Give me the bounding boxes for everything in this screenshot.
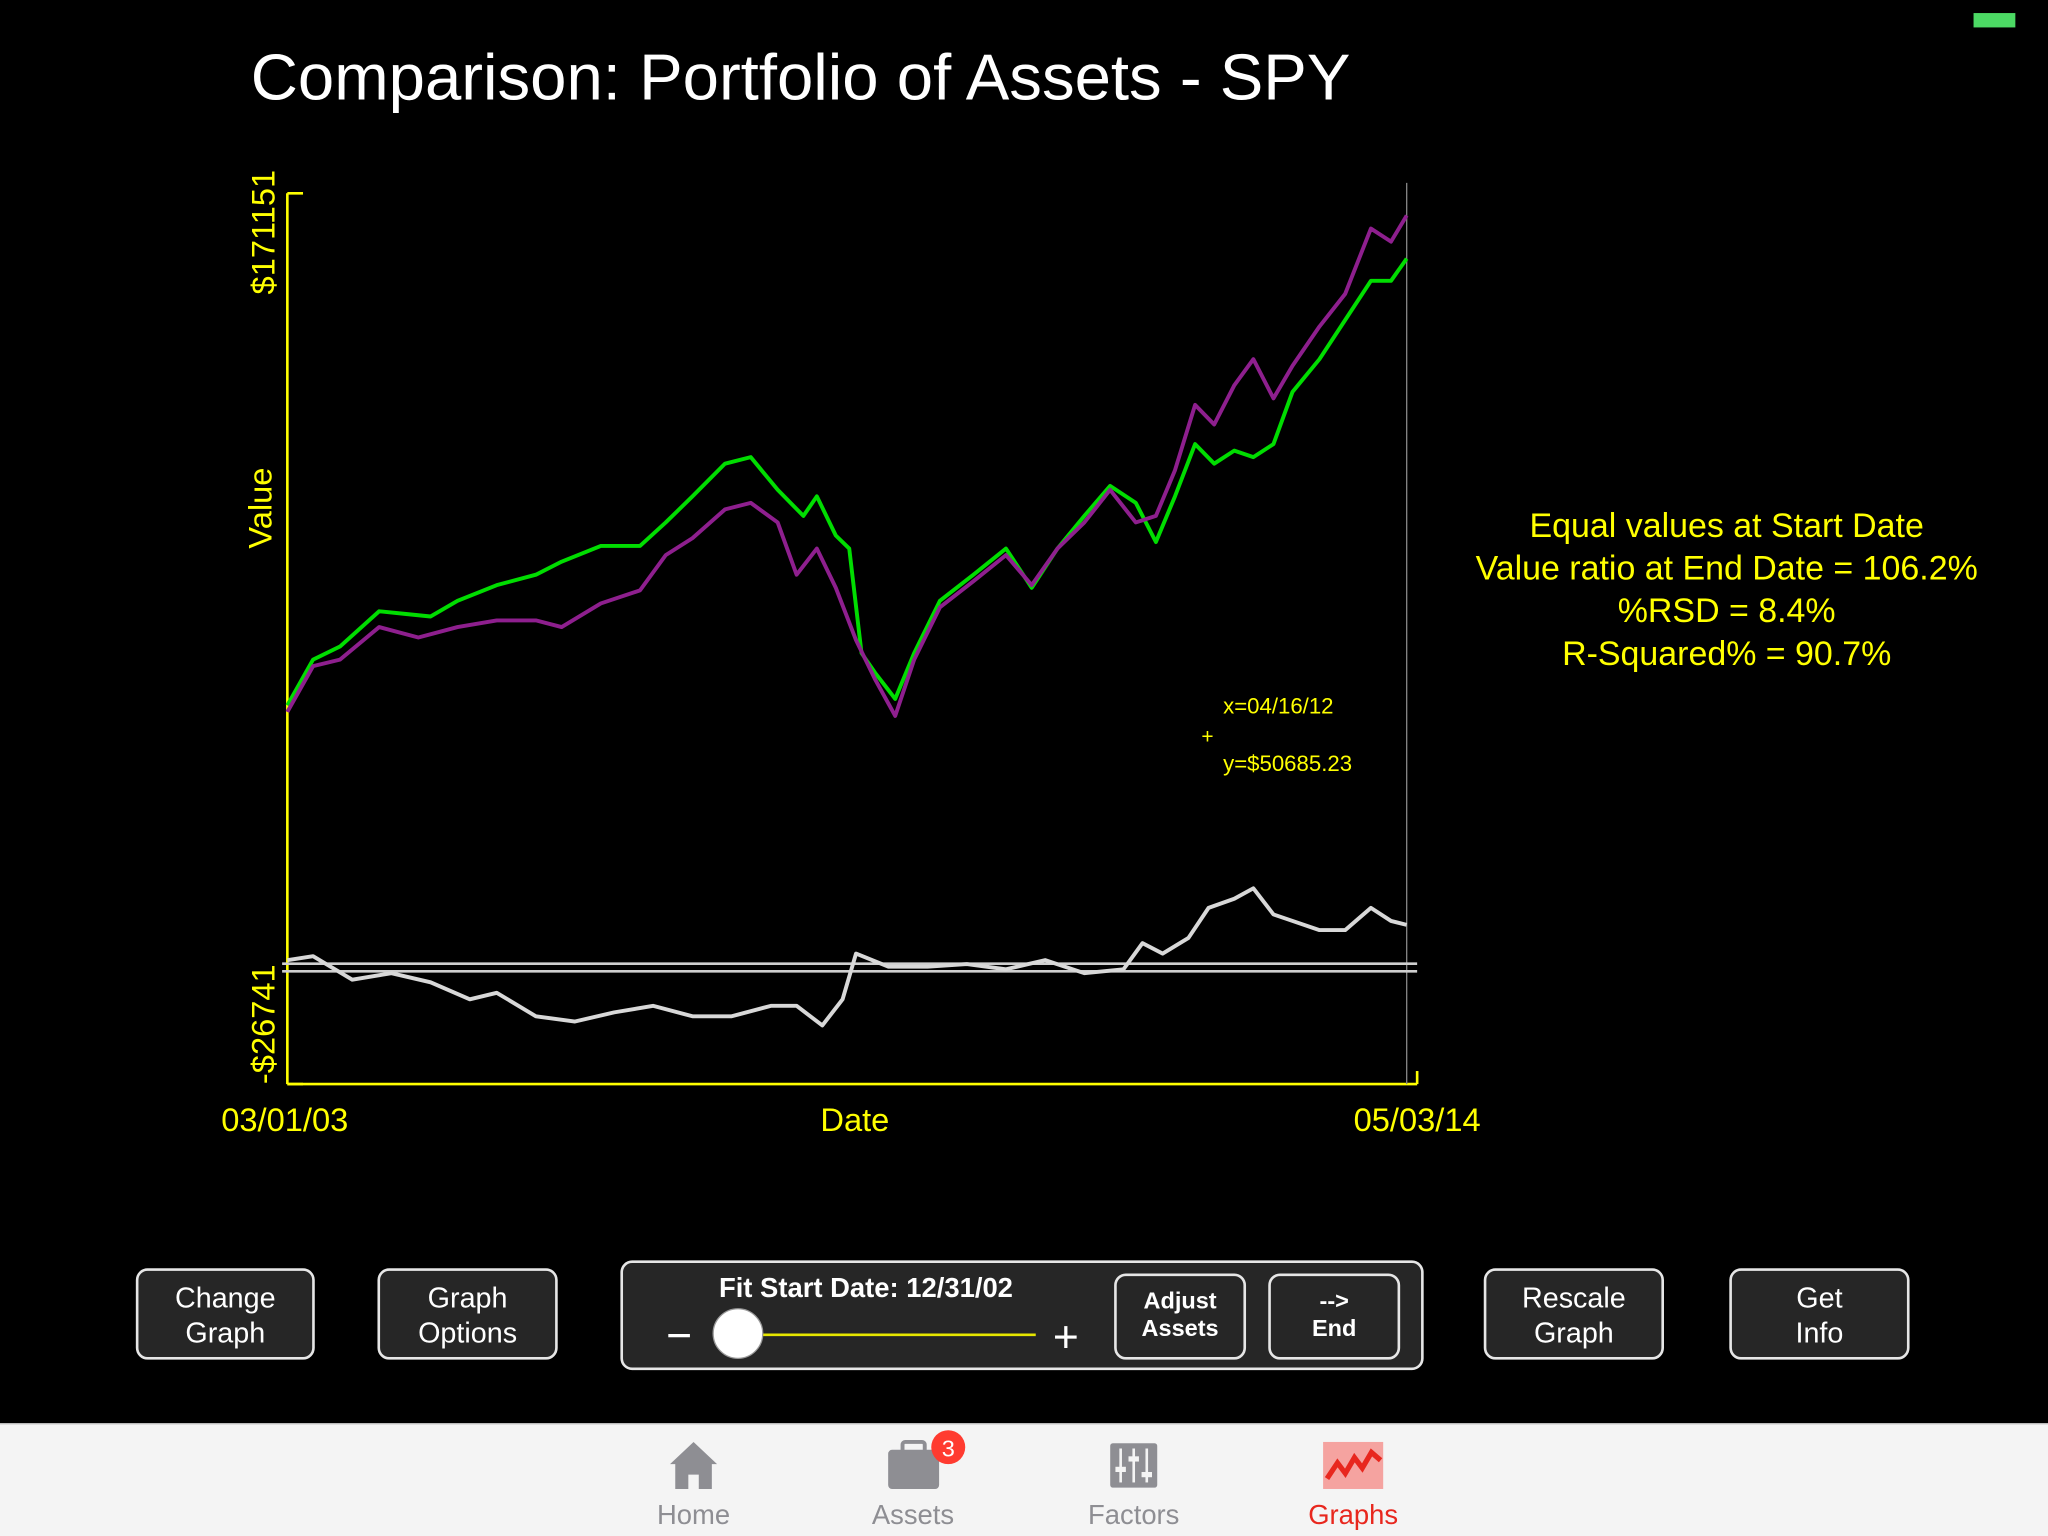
- x-tick-label: 05/03/14: [1354, 1101, 1481, 1138]
- home-icon: [670, 1441, 718, 1489]
- series-line: [285, 214, 1409, 718]
- button-label[interactable]: Graph: [1534, 1318, 1614, 1350]
- button-label[interactable]: Adjust: [1144, 1288, 1217, 1314]
- cursor-y-label: y=$50685.23: [1223, 751, 1352, 776]
- button-label[interactable]: Info: [1795, 1318, 1843, 1350]
- button-label[interactable]: Rescale: [1522, 1282, 1626, 1314]
- factors-icon: [1110, 1443, 1158, 1488]
- x-tick-label: 03/01/03: [221, 1101, 348, 1138]
- tab-bar: [0, 1423, 2048, 1536]
- series-line: [287, 886, 1408, 1028]
- button-label[interactable]: Graph: [185, 1318, 265, 1350]
- slider-label: Fit Start Date: 12/31/02: [719, 1272, 1013, 1303]
- cursor-marker: +: [1201, 725, 1213, 748]
- slider-plus[interactable]: +: [1053, 1313, 1079, 1362]
- button[interactable]: [377, 1268, 558, 1360]
- stat-line: Equal values at Start Date: [1530, 507, 1924, 545]
- button-label[interactable]: -->: [1320, 1288, 1349, 1314]
- stat-line: R-Squared% = 90.7%: [1562, 635, 1891, 673]
- button-label[interactable]: Options: [418, 1318, 517, 1350]
- badge-count: 3: [942, 1435, 955, 1461]
- slider-knob[interactable]: [712, 1308, 764, 1360]
- y-tick-label: -$26741: [244, 964, 281, 1084]
- tab-label[interactable]: Home: [657, 1499, 730, 1530]
- x-axis-label: Date: [820, 1101, 889, 1138]
- stat-line: Value ratio at End Date = 106.2%: [1476, 550, 1978, 588]
- graphs-icon: [1323, 1441, 1384, 1489]
- assets-icon: [888, 1430, 966, 1489]
- series-line: [285, 257, 1409, 707]
- button[interactable]: [1483, 1268, 1664, 1360]
- button-label[interactable]: Graph: [428, 1282, 508, 1314]
- button-label[interactable]: Assets: [1142, 1315, 1219, 1341]
- button[interactable]: [1268, 1273, 1401, 1360]
- slider-minus[interactable]: −: [666, 1312, 692, 1361]
- badge: [931, 1430, 966, 1465]
- title: Comparison: Portfolio of Assets - SPY: [251, 40, 1351, 113]
- stat-line: %RSD = 8.4%: [1618, 592, 1836, 630]
- y-tick-label: $171151: [244, 170, 281, 295]
- y-axis-label: Value: [242, 468, 279, 549]
- button-label[interactable]: End: [1312, 1315, 1356, 1341]
- tab-label[interactable]: Assets: [872, 1499, 954, 1530]
- button-label[interactable]: Change: [175, 1282, 276, 1314]
- tab-label[interactable]: Factors: [1088, 1499, 1179, 1530]
- cursor-x-label: x=04/16/12: [1223, 693, 1333, 718]
- tab-label[interactable]: Graphs: [1308, 1499, 1398, 1530]
- button[interactable]: [1729, 1268, 1910, 1360]
- button-label[interactable]: Get: [1796, 1282, 1842, 1314]
- button[interactable]: [135, 1268, 315, 1360]
- battery-indicator: [1973, 13, 2016, 28]
- button[interactable]: [1114, 1273, 1247, 1360]
